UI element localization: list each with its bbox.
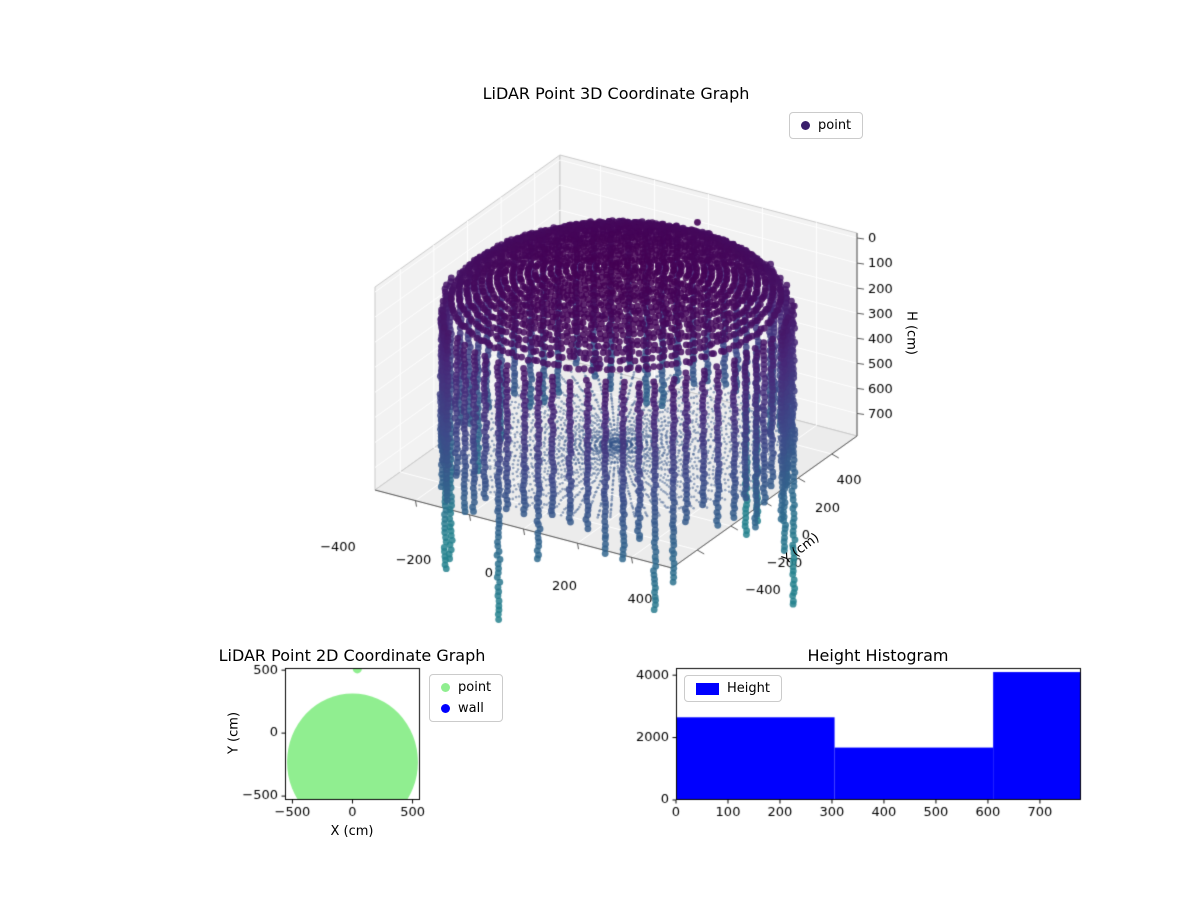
height-patch-icon (696, 682, 719, 695)
plot2d-y-axis-label: Y (cm) (226, 711, 242, 755)
legend-label: point (818, 118, 852, 133)
point-marker-icon (801, 121, 810, 130)
legend-label: wall (458, 701, 484, 716)
plot3d-title: LiDAR Point 3D Coordinate Graph (482, 84, 750, 103)
plot2d-legend: point wall (429, 674, 504, 722)
legend-item-point: point (801, 118, 851, 133)
legend-item-height: Height (696, 681, 770, 696)
legend-item-wall: wall (441, 701, 491, 716)
wall-marker-icon (441, 704, 450, 713)
legend-label: Height (727, 681, 770, 696)
plot3d-legend: point (789, 112, 864, 139)
plot2d-x-axis-label: X (cm) (330, 824, 374, 839)
point-marker-icon (441, 683, 450, 692)
legend-item-point: point (441, 680, 491, 695)
plot3d-h-axis-label: H (cm) (903, 311, 919, 355)
histogram-title: Height Histogram (807, 646, 949, 665)
legend-label: point (458, 680, 492, 695)
histogram-legend: Height (684, 675, 782, 702)
plot2d-title: LiDAR Point 2D Coordinate Graph (218, 646, 486, 665)
